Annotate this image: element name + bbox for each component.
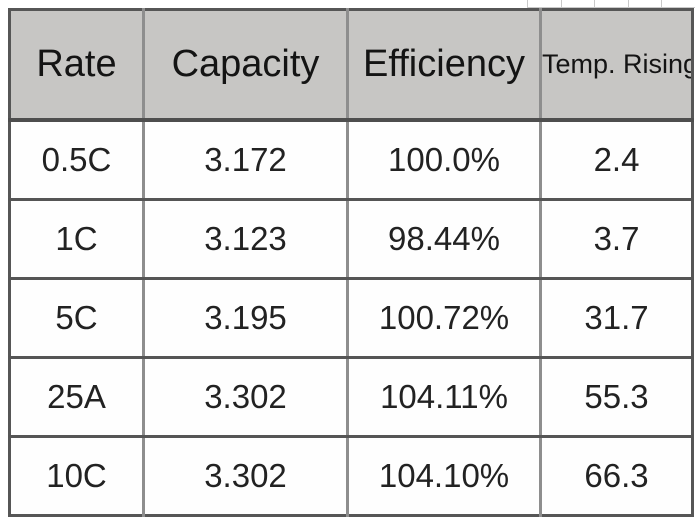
table-row: 25A 3.302 104.11% 55.3 (9, 357, 693, 438)
cell-temp: 55.3 (539, 357, 693, 438)
table-header-row: Rate Capacity Efficiency Temp. Rising (9, 9, 693, 122)
cell-temp: 2.4 (539, 120, 693, 201)
cell-rate: 1C (9, 199, 145, 280)
header-cell-efficiency: Efficiency (346, 9, 542, 122)
table-row: 5C 3.195 100.72% 31.7 (9, 278, 693, 359)
gridline-cell (560, 0, 595, 7)
cell-temp: 3.7 (539, 199, 693, 280)
rate-test-table: Rate Capacity Efficiency Temp. Rising 0.… (8, 8, 694, 517)
cell-temp: 31.7 (539, 278, 693, 359)
cell-efficiency: 104.11% (346, 357, 542, 438)
gridline-cell (627, 0, 662, 7)
table-row: 10C 3.302 104.10% 66.3 (9, 436, 693, 516)
header-cell-temp-rising: Temp. Rising (539, 9, 693, 122)
cell-capacity: 3.302 (142, 436, 349, 516)
table-row: 1C 3.123 98.44% 3.7 (9, 199, 693, 280)
cell-efficiency: 98.44% (346, 199, 542, 280)
cell-efficiency: 104.10% (346, 436, 542, 516)
gridline-cell (594, 0, 628, 7)
cell-capacity: 3.195 (142, 278, 349, 359)
cell-efficiency: 100.0% (346, 120, 542, 201)
cell-efficiency: 100.72% (346, 278, 542, 359)
cell-capacity: 3.302 (142, 357, 349, 438)
gridline-cell (661, 0, 695, 7)
table-row: 0.5C 3.172 100.0% 2.4 (9, 120, 693, 201)
cell-temp: 66.3 (539, 436, 693, 516)
header-cell-capacity: Capacity (142, 9, 349, 122)
cell-rate: 0.5C (9, 120, 145, 201)
cell-capacity: 3.172 (142, 120, 349, 201)
spreadsheet-gridlines-fragment (527, 0, 695, 8)
cell-rate: 10C (9, 436, 145, 516)
cell-rate: 5C (9, 278, 145, 359)
cell-capacity: 3.123 (142, 199, 349, 280)
cell-rate: 25A (9, 357, 145, 438)
header-cell-rate: Rate (9, 9, 145, 122)
gridline-cell (527, 0, 561, 7)
